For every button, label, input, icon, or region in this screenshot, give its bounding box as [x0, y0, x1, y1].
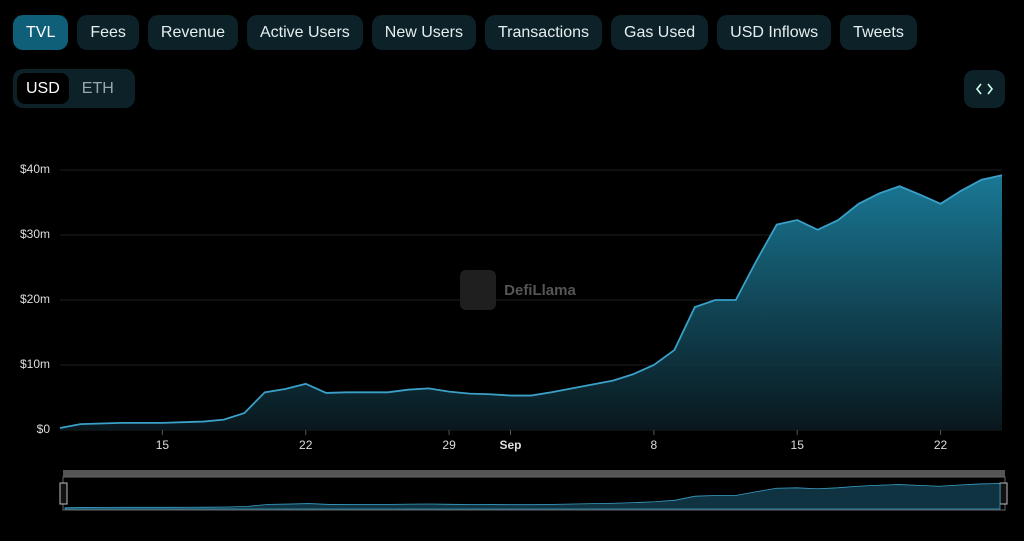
tab[interactable]: Fees: [77, 15, 139, 50]
brush-bar[interactable]: [63, 470, 1005, 477]
tab[interactable]: New Users: [371, 15, 476, 50]
tab[interactable]: Tweets: [840, 15, 917, 50]
x-tick-label: 8: [651, 438, 658, 452]
brush-window[interactable]: [62, 476, 1006, 511]
tab[interactable]: Transactions: [485, 15, 602, 50]
x-tick-label: 22: [934, 438, 948, 452]
y-tick-label: $20m: [20, 292, 50, 306]
x-tick-label: 15: [156, 438, 170, 452]
currency-option[interactable]: USD: [17, 73, 69, 104]
embed-button[interactable]: [964, 70, 1005, 108]
area-fill: [60, 175, 1002, 430]
tab[interactable]: USD Inflows: [717, 15, 832, 50]
area-line: [59, 174, 1003, 429]
overview-area: [64, 483, 1001, 510]
currency-option[interactable]: ETH: [81, 79, 114, 97]
x-tick-label: 29: [442, 438, 456, 452]
brush-handle[interactable]: [59, 482, 68, 505]
tab[interactable]: Active Users: [246, 15, 363, 50]
embed-icon: [975, 83, 994, 95]
x-tick-label: 15: [791, 438, 805, 452]
watermark-logo: [460, 270, 496, 310]
x-tick-label: 22: [299, 438, 313, 452]
tab[interactable]: Revenue: [147, 15, 238, 50]
y-tick-label: $10m: [20, 357, 50, 371]
x-tick-label: Sep: [500, 438, 522, 452]
y-tick-label: $0: [37, 422, 51, 436]
tab-bar: TVL Fees Revenue Active Users New Users Trans…: [13, 15, 917, 50]
watermark: DefiLlama: [504, 282, 576, 299]
y-tick-label: $30m: [20, 227, 50, 241]
tab[interactable]: Gas Used: [611, 15, 709, 50]
tab[interactable]: TVL: [13, 15, 69, 50]
brush-handle[interactable]: [999, 482, 1008, 505]
y-tick-label: $40m: [20, 162, 50, 176]
currency-toggle: USD ETH: [13, 69, 135, 108]
